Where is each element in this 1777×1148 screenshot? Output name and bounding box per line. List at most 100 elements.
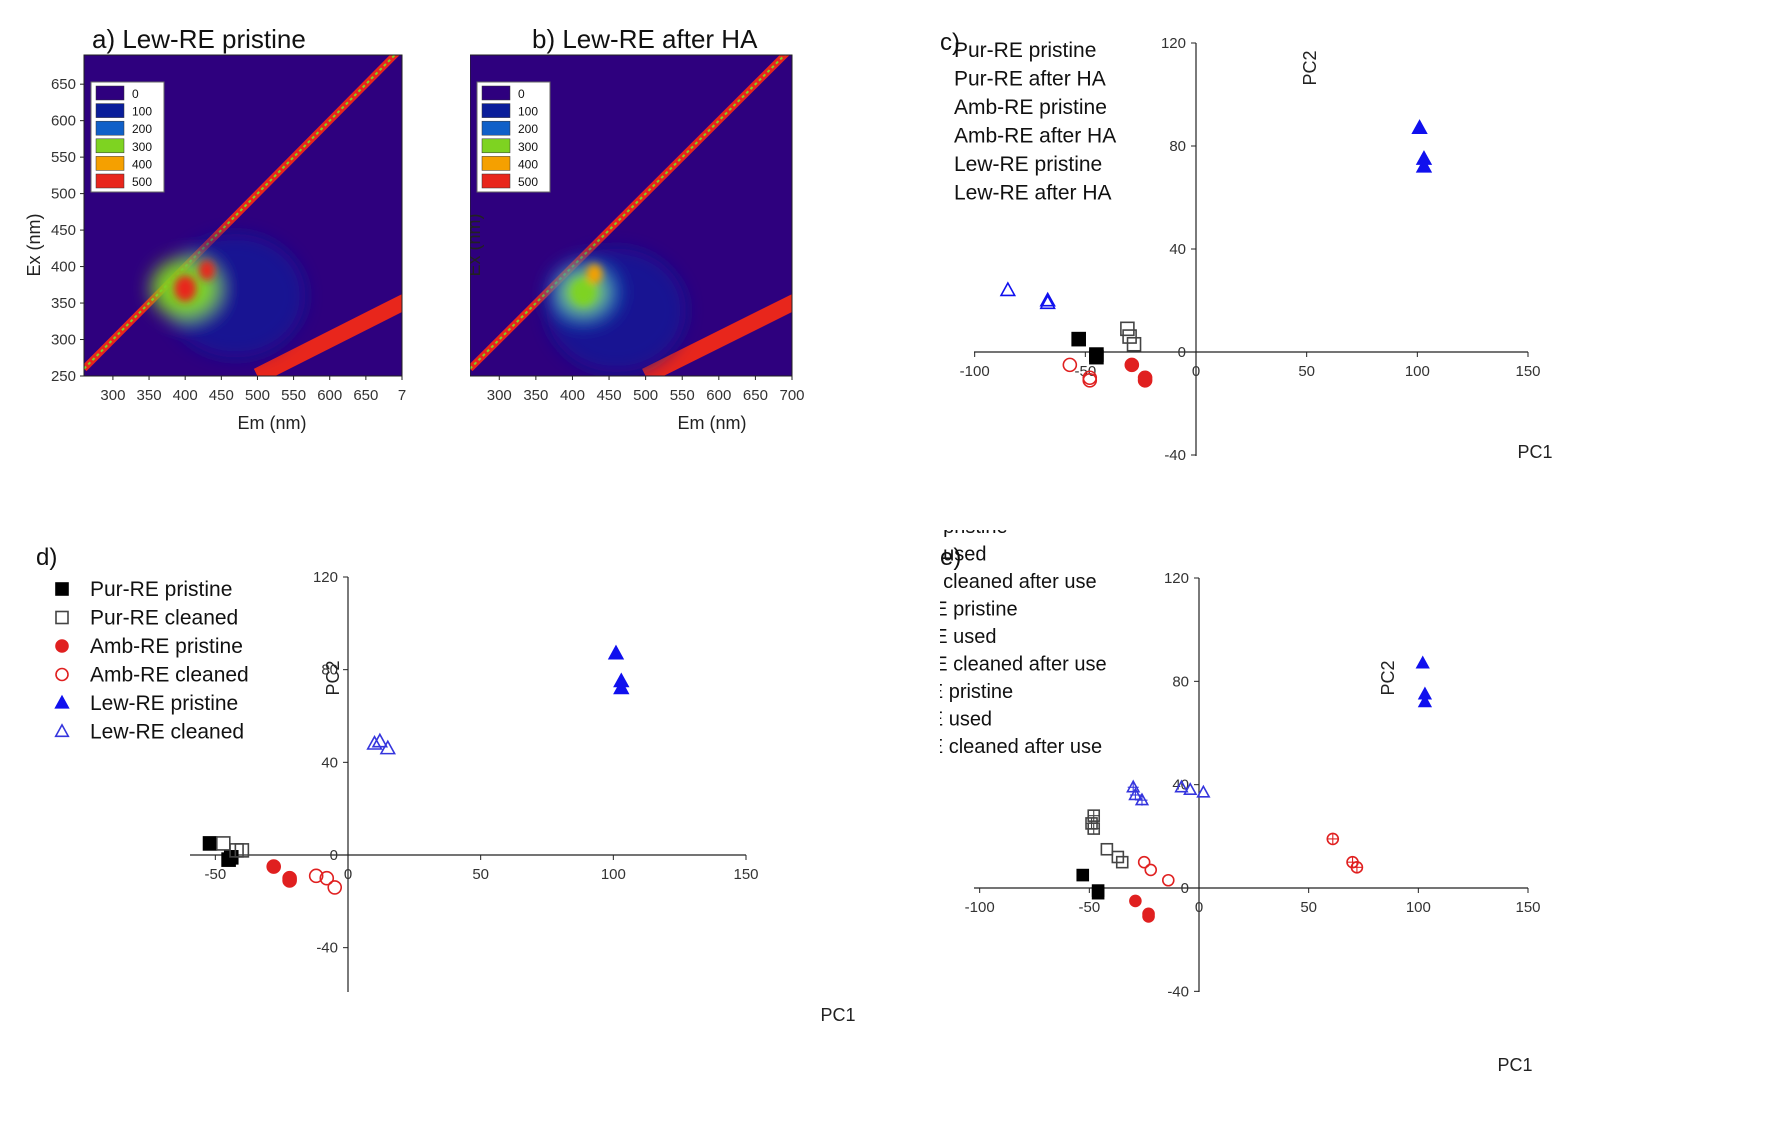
colorbar-label: 500 — [518, 175, 538, 189]
rayleigh-scatter-first-order-core — [470, 55, 787, 370]
x-tick-label: 450 — [597, 387, 622, 404]
y-tick-label: 120 — [1161, 35, 1186, 52]
x-tick-label: 100 — [601, 866, 626, 883]
legend-marker-lew-re-pristine — [54, 694, 70, 709]
x-tick-label: 400 — [560, 387, 585, 404]
y-tick-label: 400 — [51, 259, 76, 276]
y-tick-label: 0 — [330, 847, 338, 864]
panel-c-plot: -100 -50 0 50 100 150 -40 0 40 80 120 Pur-RE pristi… — [954, 35, 1541, 464]
x-tick-label: -50 — [204, 866, 226, 883]
legend: Pur-RE pristine Pur-RE after HA Amb-RE pri… — [954, 39, 1116, 205]
data-point-lew-re-pristine — [613, 679, 630, 695]
legend-label-lew-re-cleaned: Lew-RE cleaned — [90, 721, 244, 744]
legend-marker-pur-re-cleaned — [55, 610, 69, 625]
data-point-pur-re-cleaned-after-use — [1087, 809, 1101, 822]
data-point-lew-re-after-ha — [1039, 294, 1056, 310]
data-point-lew-re-used — [1183, 782, 1198, 796]
data-point-pur-re-pristine — [1076, 868, 1090, 882]
x-tick-label: 150 — [733, 866, 758, 883]
series-lew-re-pristine — [1415, 655, 1433, 708]
legend-label-pur-re-cleaned: Pur-RE cleaned — [90, 607, 238, 630]
x-tick-label: 550 — [670, 387, 695, 404]
data-point-lew-re-used — [1174, 779, 1189, 793]
legend-label-amb-re-cleaned-after-use: Amb-RE cleaned after use — [940, 654, 1107, 676]
data-point-lew-re-cleaned — [371, 732, 389, 748]
series-amb-re-cleaned — [308, 868, 343, 895]
x-tick-label: 350 — [137, 387, 162, 404]
x-tick-label: 0 — [1195, 899, 1203, 916]
colorbar-label: 300 — [518, 140, 538, 154]
colorbar-legend: 0 100 200 300 400 500 — [476, 81, 551, 193]
colorbar-swatch — [95, 120, 125, 136]
panel-d-label: d) — [36, 544, 57, 571]
x-tick-label: 0 — [1192, 363, 1200, 380]
x-tick-label: 500 — [633, 387, 658, 404]
y-tick-label: 120 — [313, 569, 338, 586]
data-point-amb-re-pristine — [282, 873, 297, 888]
series-pur-re-pristine — [1076, 868, 1105, 900]
colorbar-label: 0 — [132, 87, 139, 101]
legend: Pur-RE pristine Pur-RE used Pur-RE cleaned… — [940, 530, 1107, 758]
colorbar-swatch — [95, 103, 125, 118]
series-lew-re-after-ha — [999, 281, 1056, 310]
panel-d-xlabel: PC1 — [820, 1005, 855, 1025]
x-tick-label: 50 — [472, 866, 489, 883]
panel-b-title: b) Lew-RE after HA — [532, 24, 758, 54]
data-point-amb-re-after-ha — [1062, 357, 1078, 373]
x-tick-label: 50 — [1300, 899, 1317, 916]
y-tick-label: 80 — [1172, 673, 1189, 690]
legend-label-pur-re-after-ha: Pur-RE after HA — [954, 68, 1106, 91]
y-tick-label: 350 — [51, 295, 76, 312]
data-point-pur-re-pristine — [1091, 884, 1105, 897]
data-point-lew-re-cleaned — [366, 734, 383, 750]
legend-label-pur-re-used: Pur-RE used — [940, 544, 987, 566]
data-point-pur-re-after-ha — [1120, 321, 1135, 337]
x-tick-label: 300 — [487, 387, 512, 404]
series-pur-re-pristine — [202, 836, 239, 867]
colorbar-label: 200 — [132, 122, 152, 136]
panel-c-ylabel: PC2 — [1300, 50, 1320, 85]
x-tick-label: 450 — [209, 387, 234, 404]
legend-label-lew-re-cleaned-after-use: Lew-RE cleaned after use — [940, 736, 1102, 758]
panel-c-xlabel: PC1 — [1517, 442, 1552, 462]
y-tick-label: 80 — [1169, 138, 1186, 155]
series-pur-re-cleaned-after-use — [1085, 809, 1101, 835]
colorbar-swatch — [481, 138, 511, 154]
legend-label-lew-re-pristine: Lew-RE pristine — [954, 153, 1102, 176]
data-point-amb-re-cleaned — [319, 870, 335, 886]
data-point-amb-re-pristine — [1137, 373, 1153, 388]
panel-d-pca-scatter: d) -50 0 50 100 150 -40 0 40 80 120 Pur-RE pristin… — [36, 544, 856, 1025]
colorbar-legend: 0 100 200 300 400 500 — [90, 81, 165, 193]
y-tick-label: 600 — [51, 113, 76, 130]
data-point-lew-re-pristine — [1415, 157, 1433, 173]
data-point-amb-re-used — [1144, 863, 1158, 877]
x-tick-label: 600 — [706, 387, 731, 404]
colorbar-background — [476, 81, 551, 193]
legend-label-amb-re-pristine: Amb-RE pristine — [940, 599, 1018, 621]
data-point-amb-re-used — [1137, 855, 1151, 869]
data-point-amb-re-used — [1161, 873, 1175, 887]
y-tick-label: -40 — [316, 940, 338, 957]
data-point-pur-re-pristine — [1089, 349, 1104, 365]
plot-frame — [470, 54, 793, 377]
data-point-amb-re-pristine — [1129, 894, 1142, 908]
series-lew-re-cleaned — [366, 732, 396, 755]
panel-d-ylabel: PC2 — [323, 660, 343, 695]
legend-label-amb-re-cleaned: Amb-RE cleaned — [90, 664, 249, 687]
y-tick-label: -40 — [1164, 447, 1186, 464]
legend-label-lew-re-after-ha: Lew-RE after HA — [954, 182, 1112, 205]
legend-marker-amb-re-pristine — [55, 639, 69, 653]
x-tick-label: 600 — [317, 387, 342, 404]
panel-c-label: c) — [940, 29, 960, 56]
x-tick-label: 400 — [173, 387, 198, 404]
x-tick-label: -50 — [1074, 363, 1096, 380]
data-point-pur-re-used — [1115, 855, 1129, 869]
y-tick-label: 80 — [321, 662, 338, 679]
legend-marker-amb-re-cleaned — [55, 667, 69, 682]
data-point-lew-re-pristine — [607, 644, 625, 660]
series-amb-re-pristine — [266, 859, 297, 888]
data-point-amb-re-pristine — [1142, 910, 1155, 923]
panel-b-ylabel: Ex (nm) — [470, 214, 484, 277]
x-tick-label: 350 — [523, 387, 548, 404]
colorbar-swatch — [481, 85, 511, 101]
